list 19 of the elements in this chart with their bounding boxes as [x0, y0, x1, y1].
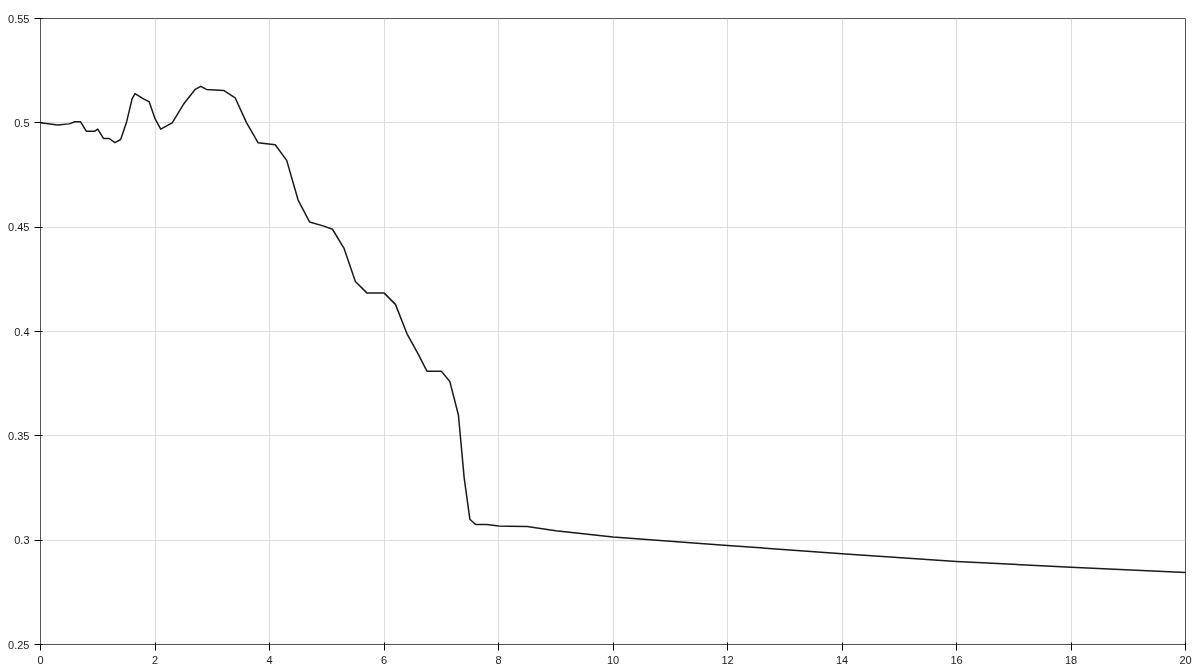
x-tick-label: 6: [380, 653, 388, 666]
x-tick-label: 14: [835, 653, 849, 666]
y-tick-label: 0.5: [14, 116, 30, 129]
x-tick-label: 16: [950, 653, 963, 666]
line-series: [40, 85, 1186, 574]
x-tick-label: 12: [721, 653, 734, 666]
x-tick-label: 4: [266, 653, 273, 666]
x-tick-label: 18: [1064, 653, 1078, 666]
y-tick-label: 0.3: [14, 534, 30, 547]
x-tick-label: 10: [606, 653, 620, 666]
x-tick-label: 2: [151, 653, 159, 666]
y-tick-label: 0.4: [14, 325, 30, 338]
y-tick-label: 0.45: [8, 221, 30, 234]
x-tick-label: 20: [1179, 653, 1192, 666]
y-tick-label: 0.35: [8, 429, 30, 442]
x-tick-label: 0: [37, 653, 44, 666]
y-tick-label: 0.25: [8, 638, 30, 651]
x-tick-label: 8: [495, 653, 502, 666]
y-tick-label: 0.55: [8, 12, 30, 25]
